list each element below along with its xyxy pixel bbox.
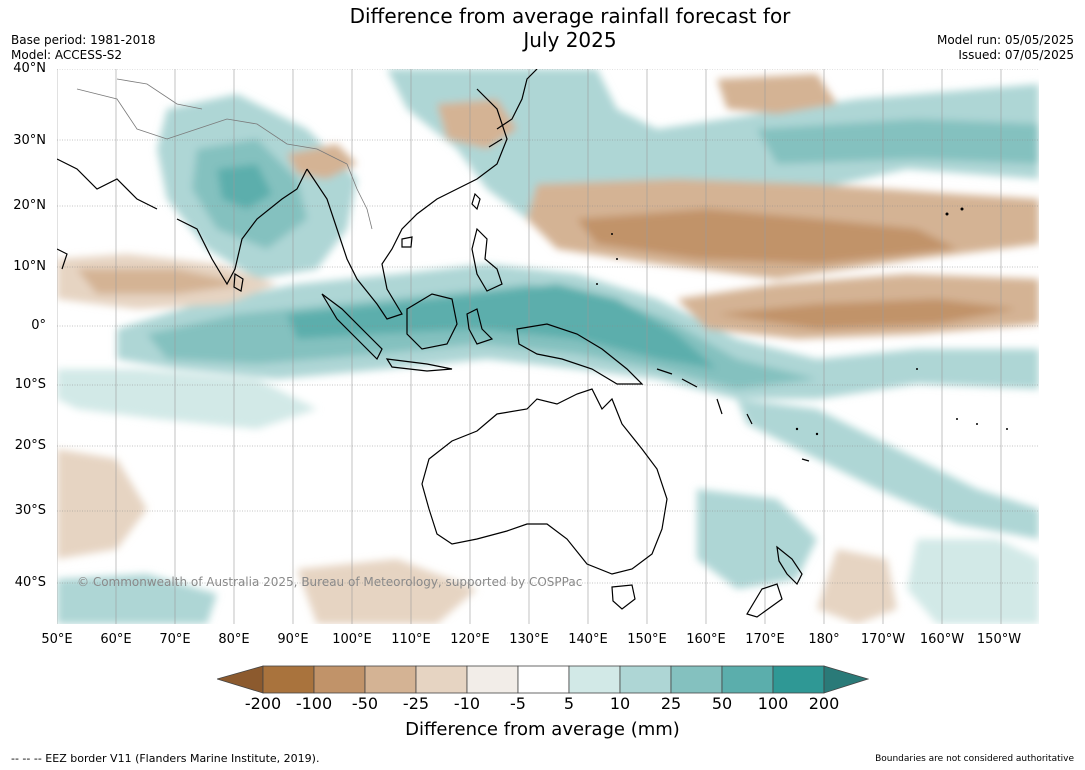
lon-label-160e: 160°E <box>686 632 726 647</box>
japan-coastline <box>488 69 538 148</box>
colorbar-tick-6: -5 <box>510 694 526 713</box>
eez-border-note: -- -- -- EEZ border V11 (Flanders Marine… <box>11 752 320 765</box>
colorbar <box>217 665 869 694</box>
lat-label-30s: 30°S <box>14 503 46 518</box>
lon-label-130e: 130°E <box>509 632 549 647</box>
lon-label-90e: 90°E <box>277 632 309 647</box>
colorbar-swatch-8 <box>619 665 672 694</box>
colorbar-swatch-3 <box>364 665 417 694</box>
colorbar-extend-high <box>823 665 869 694</box>
title-line-2: July 2025 <box>523 28 617 52</box>
new-zealand-coastline <box>746 545 803 618</box>
boundaries-disclaimer: Boundaries are not considered authoritat… <box>875 754 1074 764</box>
lon-label-160w: 160°W <box>919 632 965 647</box>
colorbar-tick-12: 200 <box>808 694 840 713</box>
lon-label-140e: 140°E <box>568 632 608 647</box>
anomaly-shading <box>57 69 1039 624</box>
borneo-coastline <box>406 293 458 350</box>
colorbar-extend-low <box>217 665 264 694</box>
lon-label-80e: 80°E <box>218 632 250 647</box>
model-info: Base period: 1981-2018 Model: ACCESS-S2 <box>11 33 156 63</box>
sri-lanka-coastline <box>233 272 244 292</box>
lat-label-30n: 30°N <box>13 133 46 148</box>
se-asia-coastline <box>306 88 508 320</box>
colorbar-swatch-4 <box>415 665 468 694</box>
lon-label-60e: 60°E <box>100 632 132 647</box>
lat-label-40n: 40°N <box>13 61 46 76</box>
coastlines <box>57 69 810 618</box>
lon-label-180: 180° <box>808 632 840 647</box>
colorbar-tick-5: -10 <box>453 694 481 713</box>
colorbar-tick-11: 100 <box>757 694 789 713</box>
colorbar-tick-3: -50 <box>351 694 379 713</box>
sumatra-coastline <box>321 293 383 361</box>
lon-label-170e: 170°E <box>745 632 785 647</box>
colorbar-title: Difference from average (mm) <box>405 719 680 740</box>
colorbar-swatch-1 <box>262 665 315 694</box>
colorbar-swatch-10 <box>721 665 774 694</box>
colorbar-tick-1: -200 <box>244 694 282 713</box>
colorbar-tick-8: 10 <box>609 694 631 713</box>
lat-label-10s: 10°S <box>14 377 46 392</box>
graticule <box>57 69 1039 584</box>
lat-label-20s: 20°S <box>14 438 46 453</box>
lon-label-70e: 70°E <box>159 632 191 647</box>
model-name: Model: ACCESS-S2 <box>11 48 123 62</box>
australia-coastline <box>421 388 668 575</box>
colorbar-swatch-5 <box>466 665 519 694</box>
issued-date: Issued: 07/05/2025 <box>958 48 1074 62</box>
colorbar-tick-9: 25 <box>660 694 682 713</box>
copyright-note: © Commonwealth of Australia 2025, Bureau… <box>77 575 583 589</box>
title-line-1: Difference from average rainfall forecas… <box>349 4 791 28</box>
lat-label-0: 0° <box>31 318 46 333</box>
india-coastline <box>176 168 308 286</box>
lat-label-20n: 20°N <box>13 198 46 213</box>
colorbar-tick-2: -100 <box>295 694 333 713</box>
base-period: Base period: 1981-2018 <box>11 33 156 47</box>
lon-label-150e: 150°E <box>627 632 667 647</box>
model-run: Model run: 05/05/2025 <box>936 33 1074 47</box>
colorbar-swatch-7 <box>568 665 621 694</box>
colorbar-swatch-2 <box>313 665 366 694</box>
rainfall-anomaly-map <box>57 69 1039 624</box>
lon-label-120e: 120°E <box>450 632 490 647</box>
colorbar-tick-7: 5 <box>563 694 575 713</box>
lon-label-110e: 110°E <box>391 632 431 647</box>
lon-label-50e: 50°E <box>41 632 73 647</box>
tasmania-coastline <box>611 584 636 610</box>
colorbar-swatch-9 <box>670 665 723 694</box>
colorbar-swatch-11 <box>772 665 825 694</box>
island-dots <box>596 207 1008 436</box>
philippines-coastline <box>471 227 503 292</box>
lon-label-150w: 150°W <box>976 632 1022 647</box>
lon-label-100e: 100°E <box>332 632 372 647</box>
country-borders <box>76 78 373 230</box>
new-guinea-coastline <box>516 323 644 385</box>
map-title: Difference from average rainfall forecas… <box>0 4 1085 52</box>
meridians <box>57 69 1002 624</box>
run-info: Model run: 05/05/2025 Issued: 07/05/2025 <box>937 33 1074 63</box>
lat-label-10n: 10°N <box>13 259 46 274</box>
colorbar-tick-10: 50 <box>711 694 733 713</box>
lat-label-40s: 40°S <box>14 575 46 590</box>
colorbar-tick-4: -25 <box>402 694 430 713</box>
colorbar-swatch-6 <box>517 665 570 694</box>
lon-label-170w: 170°W <box>860 632 906 647</box>
